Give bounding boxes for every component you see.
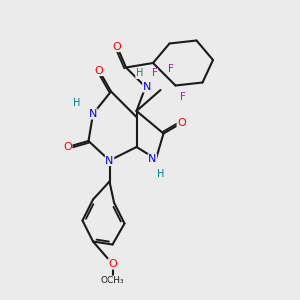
Text: H: H (157, 169, 164, 179)
Text: O: O (63, 142, 72, 152)
Text: H: H (73, 98, 80, 109)
Text: H: H (136, 68, 143, 79)
Text: F: F (180, 92, 186, 103)
Text: OCH₃: OCH₃ (101, 276, 124, 285)
Text: F: F (168, 64, 174, 74)
Text: O: O (94, 65, 103, 76)
Text: F: F (152, 68, 158, 79)
Text: O: O (108, 259, 117, 269)
Text: O: O (177, 118, 186, 128)
Text: N: N (105, 155, 114, 166)
Text: N: N (148, 154, 157, 164)
Text: N: N (143, 82, 151, 92)
Text: N: N (89, 109, 97, 119)
Text: O: O (112, 41, 122, 52)
